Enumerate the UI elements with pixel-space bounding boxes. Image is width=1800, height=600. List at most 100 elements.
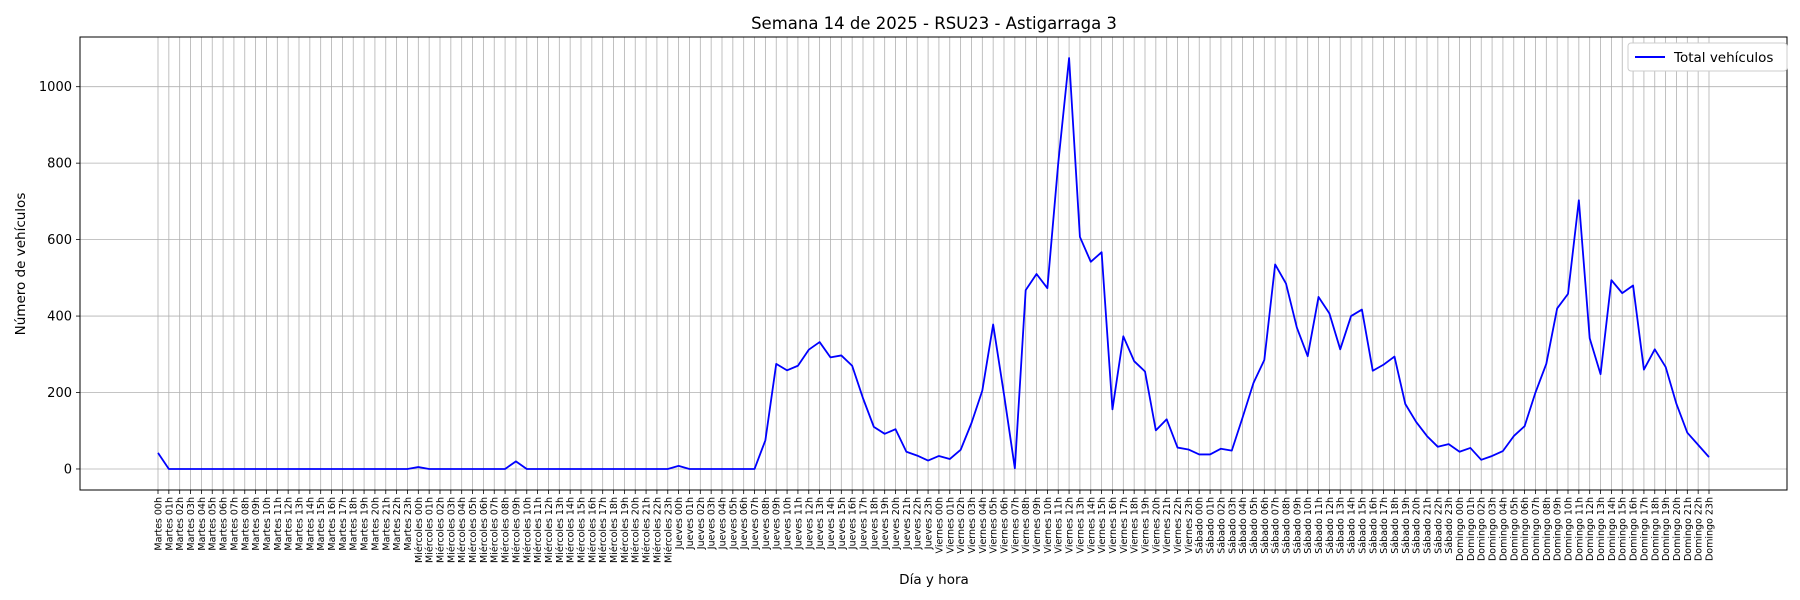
x-tick-label: Martes 21h: [381, 497, 392, 551]
x-tick-label: Jueves 11h: [793, 497, 804, 550]
x-tick-label: Sábado 13h: [1336, 497, 1347, 554]
x-tick-label: Miércoles 20h: [631, 497, 642, 563]
x-tick-label: Domingo 12h: [1585, 497, 1596, 561]
x-tick-label: Jueves 06h: [739, 497, 750, 550]
x-tick-label: Domingo 18h: [1650, 497, 1661, 561]
x-tick-label: Viernes 01h: [945, 497, 956, 553]
x-tick-label: Domingo 19h: [1661, 497, 1672, 561]
x-tick-label: Domingo 00h: [1455, 497, 1466, 561]
x-tick-label: Jueves 21h: [902, 497, 913, 550]
x-tick-label: Viernes 15h: [1097, 497, 1108, 553]
x-tick-label: Domingo 07h: [1531, 497, 1542, 561]
x-tick-label: Viernes 07h: [1010, 497, 1021, 553]
x-tick-label: Martes 06h: [219, 497, 230, 551]
x-tick-label: Martes 09h: [251, 497, 262, 551]
x-tick-label: Domingo 08h: [1542, 497, 1553, 561]
x-tick-label: Viernes 17h: [1119, 497, 1130, 553]
x-tick-label: Viernes 10h: [1043, 497, 1054, 553]
x-tick-label: Sábado 22h: [1433, 497, 1444, 554]
x-tick-label: Jueves 00h: [674, 497, 685, 550]
x-tick-label: Martes 05h: [208, 497, 219, 551]
x-tick-label: Sábado 03h: [1227, 497, 1238, 554]
x-tick-label: Jueves 04h: [718, 497, 729, 550]
x-tick-label: Jueves 22h: [913, 497, 924, 550]
x-tick-label: Jueves 13h: [815, 497, 826, 550]
x-tick-label: Domingo 09h: [1553, 497, 1564, 561]
x-tick-label: Martes 01h: [164, 497, 175, 551]
chart-title: Semana 14 de 2025 - RSU23 - Astigarraga …: [751, 14, 1117, 33]
x-tick-label: Martes 19h: [360, 497, 371, 551]
y-tick-label: 800: [47, 157, 72, 172]
x-tick-label: Viernes 11h: [1054, 497, 1065, 553]
x-tick-label: Jueves 23h: [924, 497, 935, 550]
x-tick-label: Miércoles 18h: [609, 497, 620, 563]
x-tick-label: Jueves 15h: [837, 497, 848, 550]
x-tick-label: Sábado 21h: [1423, 497, 1434, 554]
x-tick-label: Domingo 04h: [1498, 497, 1509, 561]
x-tick-label: Jueves 02h: [696, 497, 707, 550]
x-tick-label: Domingo 23h: [1705, 497, 1716, 561]
x-tick-label: Viernes 02h: [956, 497, 967, 553]
x-tick-label: Martes 10h: [262, 497, 273, 551]
x-tick-label: Sábado 06h: [1260, 497, 1271, 554]
x-tick-label: Jueves 01h: [685, 497, 696, 550]
data-layer: [157, 57, 1710, 470]
x-tick-label: Domingo 21h: [1683, 497, 1694, 561]
y-tick-label: 1000: [39, 80, 72, 95]
x-tick-label: Martes 23h: [403, 497, 414, 551]
x-tick-label: Viernes 05h: [989, 497, 1000, 553]
x-tick-label: Domingo 16h: [1629, 497, 1640, 561]
x-tick-label: Domingo 20h: [1672, 497, 1683, 561]
x-tick-label: Viernes 03h: [967, 497, 978, 553]
legend: Total vehículos: [1627, 42, 1788, 72]
x-tick-label: Martes 11h: [273, 497, 284, 551]
x-axis-label: Día y hora: [899, 572, 969, 588]
x-tick-label: Miércoles 14h: [566, 497, 577, 563]
x-tick-label: Miércoles 06h: [479, 497, 490, 563]
x-tick-label: Jueves 07h: [750, 497, 761, 550]
x-tick-label: Miércoles 08h: [501, 497, 512, 563]
x-tick-label: Sábado 00h: [1195, 497, 1206, 554]
x-tick-label: Martes 07h: [229, 497, 240, 551]
x-tick-label: Sábado 09h: [1292, 497, 1303, 554]
x-tick-label: Sábado 02h: [1216, 497, 1227, 554]
x-tick-label: Martes 15h: [316, 497, 327, 551]
x-tick-label: Sábado 04h: [1238, 497, 1249, 554]
x-tick-label: Domingo 03h: [1488, 497, 1499, 561]
x-tick-label: Domingo 05h: [1509, 497, 1520, 561]
x-tick-label: Miércoles 01h: [425, 497, 436, 563]
grid: [80, 37, 1787, 490]
x-tick-label: Miércoles 16h: [587, 497, 598, 563]
x-tick-label: Sábado 05h: [1249, 497, 1260, 554]
x-tick-label: Viernes 18h: [1130, 497, 1141, 553]
x-tick-label: Viernes 09h: [1032, 497, 1043, 553]
x-tick-label: Miércoles 13h: [555, 497, 566, 563]
x-tick-label: Miércoles 15h: [577, 497, 588, 563]
x-tick-label: Jueves 14h: [826, 497, 837, 550]
x-tick-label: Sábado 07h: [1271, 497, 1282, 554]
plot-frame: [79, 36, 1788, 491]
x-tick-label: Martes 20h: [370, 497, 381, 551]
x-tick-label: Jueves 10h: [783, 497, 794, 550]
x-tick-label: Viernes 06h: [1000, 497, 1011, 553]
x-tick-label: Miércoles 10h: [522, 497, 533, 563]
x-tick-label: Jueves 12h: [804, 497, 815, 550]
x-tick-label: Miércoles 19h: [620, 497, 631, 563]
x-tick-label: Viernes 14h: [1086, 497, 1097, 553]
x-tick-label: Domingo 17h: [1639, 497, 1650, 561]
x-tick-label: Martes 00h: [154, 497, 165, 551]
x-tick-label: Domingo 06h: [1520, 497, 1531, 561]
series-line: [157, 57, 1710, 470]
x-tick-label: Miércoles 05h: [468, 497, 479, 563]
x-tick-label: Viernes 08h: [1021, 497, 1032, 553]
axes: Martes 00h Martes 01h Martes 02h Martes 03h…: [39, 36, 1788, 563]
x-tick-label: Viernes 23h: [1184, 497, 1195, 553]
x-tick-label: Miércoles 21h: [642, 497, 653, 563]
x-tick-label: Sábado 20h: [1412, 497, 1423, 554]
x-tick-label: Miércoles 04h: [457, 497, 468, 563]
x-tick-label: Martes 13h: [295, 497, 306, 551]
x-tick-label: Sábado 16h: [1368, 497, 1379, 554]
x-tick-label: Martes 04h: [197, 497, 208, 551]
